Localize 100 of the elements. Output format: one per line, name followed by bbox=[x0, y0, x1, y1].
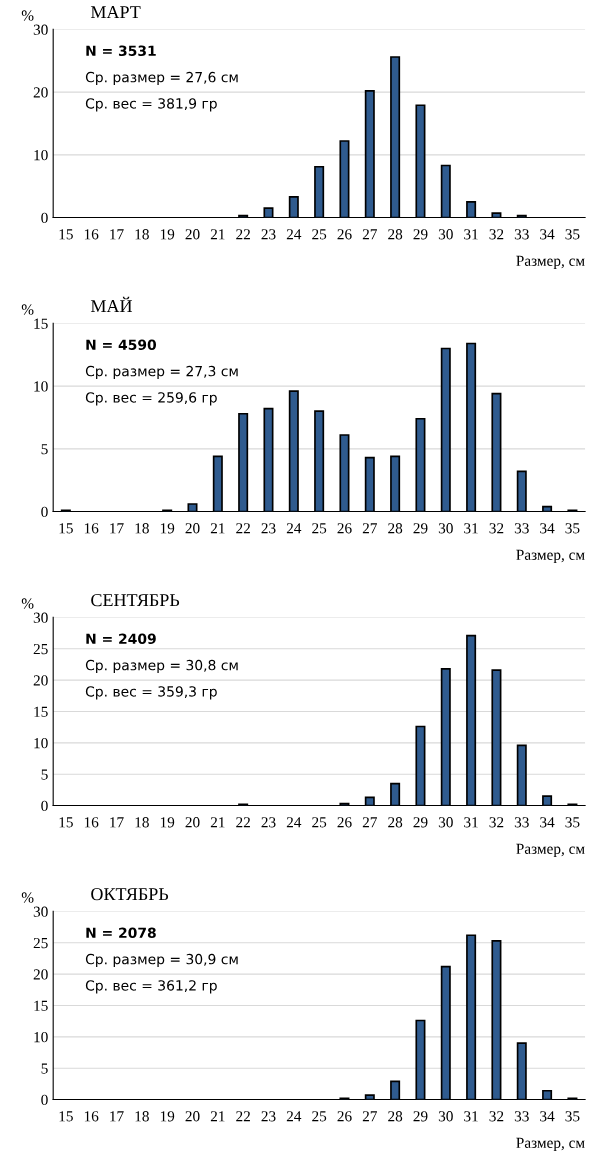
x-tick-label: 29 bbox=[413, 1111, 428, 1122]
annotation: Ср. вес = 381,9 гр bbox=[85, 98, 217, 112]
x-tick-label: 15 bbox=[59, 817, 73, 828]
x-tick-label: 32 bbox=[489, 523, 504, 534]
y-tick-label: 30 bbox=[33, 612, 48, 623]
y-tick-label: 10 bbox=[34, 149, 48, 161]
x-tick-label: 18 bbox=[135, 817, 149, 828]
y-tick-label: 0 bbox=[41, 1094, 48, 1106]
y-tick-label: 15 bbox=[34, 706, 48, 717]
bar bbox=[263, 207, 274, 218]
x-axis-title: Размер, см bbox=[516, 549, 585, 564]
bar bbox=[516, 1042, 527, 1100]
x-tick-label: 23 bbox=[261, 229, 276, 240]
x-tick-label: 34 bbox=[540, 1111, 555, 1122]
x-tick-label: 29 bbox=[413, 817, 428, 828]
y-axis-title: % bbox=[21, 892, 34, 903]
x-tick-label: 16 bbox=[84, 229, 99, 240]
bar bbox=[339, 434, 350, 512]
x-tick-label: 31 bbox=[464, 1111, 478, 1122]
bar bbox=[187, 503, 198, 512]
x-tick-label: 32 bbox=[489, 817, 504, 828]
bar bbox=[466, 201, 477, 218]
bar bbox=[314, 165, 325, 218]
chart-title: СЕНТЯБРЬ bbox=[91, 594, 180, 607]
bar bbox=[415, 417, 426, 512]
x-tick-label: 35 bbox=[565, 229, 580, 240]
bar bbox=[542, 1089, 553, 1100]
bar bbox=[390, 782, 401, 806]
x-tick-label: 26 bbox=[337, 229, 352, 240]
x-tick-label: 16 bbox=[84, 523, 99, 534]
x-tick-label: 33 bbox=[514, 229, 529, 240]
x-tick-label: 22 bbox=[236, 1111, 250, 1122]
bar bbox=[440, 965, 451, 1100]
x-tick-label: 20 bbox=[185, 1111, 200, 1122]
x-axis-title: Размер, см bbox=[516, 843, 585, 858]
x-tick-label: 23 bbox=[261, 1111, 276, 1122]
x-tick-label: 21 bbox=[210, 817, 225, 828]
x-tick-label: 35 bbox=[565, 817, 580, 828]
annotation: Ср. размер = 27,6 см bbox=[85, 71, 238, 86]
x-tick-label: 29 bbox=[413, 229, 428, 240]
x-tick-label: 15 bbox=[59, 523, 73, 534]
bar bbox=[415, 1019, 426, 1100]
x-tick-label: 32 bbox=[489, 229, 504, 240]
x-tick-label: 34 bbox=[540, 817, 555, 828]
bar bbox=[263, 407, 274, 512]
x-tick-label: 18 bbox=[135, 229, 149, 240]
y-tick-label: 30 bbox=[33, 24, 48, 35]
bar bbox=[390, 455, 401, 512]
bar bbox=[212, 455, 223, 512]
x-tick-label: 17 bbox=[110, 523, 124, 534]
y-tick-label: 5 bbox=[41, 444, 48, 455]
bar bbox=[364, 1094, 375, 1100]
x-tick-label: 35 bbox=[565, 1111, 580, 1122]
x-tick-label: 27 bbox=[362, 1111, 377, 1122]
y-axis-title: % bbox=[21, 598, 34, 609]
x-tick-label: 28 bbox=[388, 229, 403, 240]
x-tick-label: 18 bbox=[135, 523, 149, 534]
bar bbox=[466, 342, 477, 512]
x-tick-label: 26 bbox=[337, 1111, 352, 1122]
x-tick-label: 30 bbox=[438, 229, 453, 240]
y-tick-label: 20 bbox=[33, 969, 48, 980]
bar bbox=[288, 390, 299, 512]
y-tick-label: 10 bbox=[34, 737, 48, 749]
x-tick-label: 15 bbox=[59, 229, 73, 240]
annotation: Ср. размер = 27,3 см bbox=[85, 365, 238, 380]
y-tick-label: 20 bbox=[33, 675, 48, 686]
x-tick-label: 21 bbox=[210, 523, 225, 534]
x-tick-label: 27 bbox=[362, 817, 377, 828]
x-tick-label: 33 bbox=[514, 1111, 529, 1122]
x-tick-label: 24 bbox=[286, 1111, 302, 1122]
y-axis-title: % bbox=[21, 10, 34, 21]
x-tick-label: 34 bbox=[540, 229, 555, 240]
bar bbox=[491, 392, 502, 512]
chart-title: МАРТ bbox=[90, 6, 141, 19]
x-tick-label: 35 bbox=[565, 523, 580, 534]
bar bbox=[339, 140, 350, 218]
bar bbox=[364, 796, 375, 806]
x-tick-label: 16 bbox=[84, 817, 99, 828]
bar bbox=[516, 744, 527, 806]
x-tick-label: 20 bbox=[185, 523, 200, 534]
annotation: Ср. размер = 30,9 см bbox=[85, 953, 238, 968]
y-tick-label: 10 bbox=[34, 381, 48, 392]
x-tick-label: 15 bbox=[59, 1111, 73, 1122]
x-tick-label: 19 bbox=[160, 1111, 175, 1122]
x-tick-label: 27 bbox=[362, 229, 377, 240]
x-tick-label: 18 bbox=[135, 1111, 149, 1122]
bar bbox=[491, 940, 502, 1100]
bar bbox=[288, 196, 299, 218]
x-tick-label: 28 bbox=[388, 523, 403, 534]
bar bbox=[516, 470, 527, 512]
y-tick-label: 15 bbox=[34, 318, 48, 329]
y-tick-label: 25 bbox=[33, 937, 48, 949]
bar bbox=[542, 795, 553, 806]
x-tick-label: 28 bbox=[388, 817, 403, 828]
annotation: N = 2409 bbox=[86, 633, 156, 645]
y-tick-label: 25 bbox=[33, 643, 48, 655]
x-tick-label: 29 bbox=[413, 523, 428, 534]
x-tick-label: 23 bbox=[261, 523, 276, 534]
x-tick-label: 26 bbox=[337, 523, 352, 534]
annotation: N = 4590 bbox=[86, 339, 157, 351]
